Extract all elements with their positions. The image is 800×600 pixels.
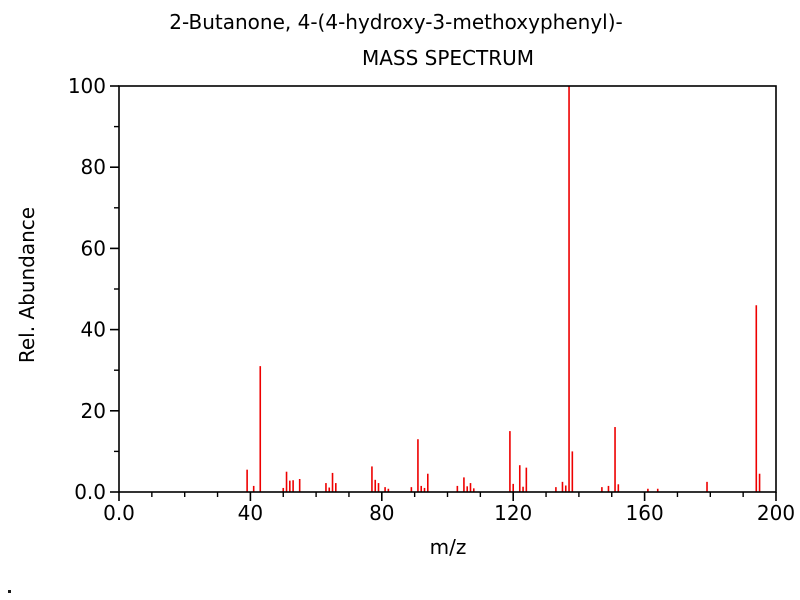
y-tick-label: 60 <box>81 236 106 260</box>
y-tick-label: 40 <box>81 318 106 342</box>
x-tick-label: 0.0 <box>103 501 135 525</box>
y-tick-label: 80 <box>81 155 106 179</box>
chart-title: 2-Butanone, 4-(4-hydroxy-3-methoxyphenyl… <box>169 10 623 34</box>
y-tick-label: 0.0 <box>74 480 106 504</box>
x-tick-label: 40 <box>238 501 263 525</box>
plot-frame <box>118 85 777 493</box>
x-tick-label: 80 <box>369 501 394 525</box>
corner-dot-artifact <box>8 590 11 593</box>
x-tick-label: 120 <box>494 501 532 525</box>
y-tick-label: 20 <box>81 399 106 423</box>
chart-subtitle: MASS SPECTRUM <box>361 46 535 70</box>
x-tick-label: 160 <box>626 501 664 525</box>
x-axis-label: m/z <box>429 535 467 559</box>
y-tick-label: 100 <box>68 74 106 98</box>
x-tick-label: 200 <box>757 501 795 525</box>
